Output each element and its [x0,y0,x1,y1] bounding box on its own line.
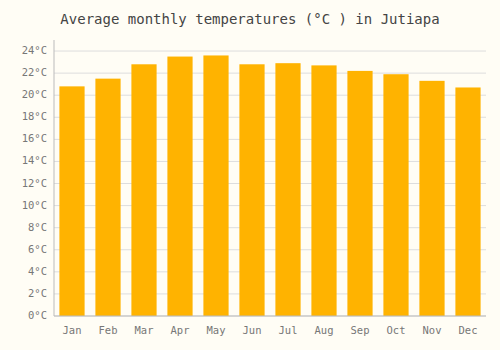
x-tick-label: Jul [279,324,298,336]
y-tick-label: 24°C [22,44,47,56]
x-tick-label: Jan [63,324,82,336]
y-tick-label: 10°C [22,199,47,211]
grid-line [54,316,486,317]
y-tick-label: 22°C [22,66,47,78]
y-tick-label: 6°C [28,243,47,255]
bar [311,65,336,316]
bars [59,55,480,316]
grid [54,51,486,316]
x-axis: Jan Feb Mar Apr May Jun Jul Aug Sep Oct Nov Dec [63,324,478,336]
bar [59,86,84,316]
x-axis-line [54,316,486,317]
y-tick-label: 20°C [22,88,47,100]
bar [347,71,372,316]
x-tick-label: Dec [459,324,478,336]
bar [275,63,300,316]
y-tick-label: 2°C [28,287,47,299]
x-tick-label: Feb [99,324,118,336]
y-tick-label: 18°C [22,110,47,122]
grid-line [54,73,486,74]
chart-container: Average monthly temperatures (°C ) in Ju… [0,0,500,350]
x-tick-label: Nov [423,324,442,336]
title: Average monthly temperatures (°C ) in Ju… [60,11,439,27]
x-tick-label: Sep [351,324,370,336]
bar [455,87,480,316]
x-tick-label: May [207,324,226,336]
chart: Average monthly temperatures (°C ) in Ju… [0,0,500,350]
y-tick-label: 8°C [28,221,47,233]
y-tick-label: 14°C [22,154,47,166]
bar [239,64,264,316]
y-axis-line [54,40,55,316]
bar [95,79,120,316]
x-tick-label: Jun [243,324,262,336]
x-tick-label: Mar [135,324,154,336]
bar [131,64,156,316]
y-tick-label: 16°C [22,132,47,144]
y-axis: 0°C 2°C 4°C 6°C 8°C 10°C 12°C 14°C 16°C 18°C 20°C 2… [22,40,54,321]
x-tick-label: Oct [387,324,406,336]
y-tick-label: 0°C [28,309,47,321]
x-tick-label: Apr [171,324,190,336]
y-tick-label: 4°C [28,265,47,277]
bar [203,55,228,316]
bar [419,81,444,316]
grid-line [54,51,486,52]
background [0,0,500,350]
y-tick-label: 12°C [22,177,47,189]
x-tick-label: Aug [315,324,334,336]
bar [167,57,192,316]
bar [383,74,408,316]
